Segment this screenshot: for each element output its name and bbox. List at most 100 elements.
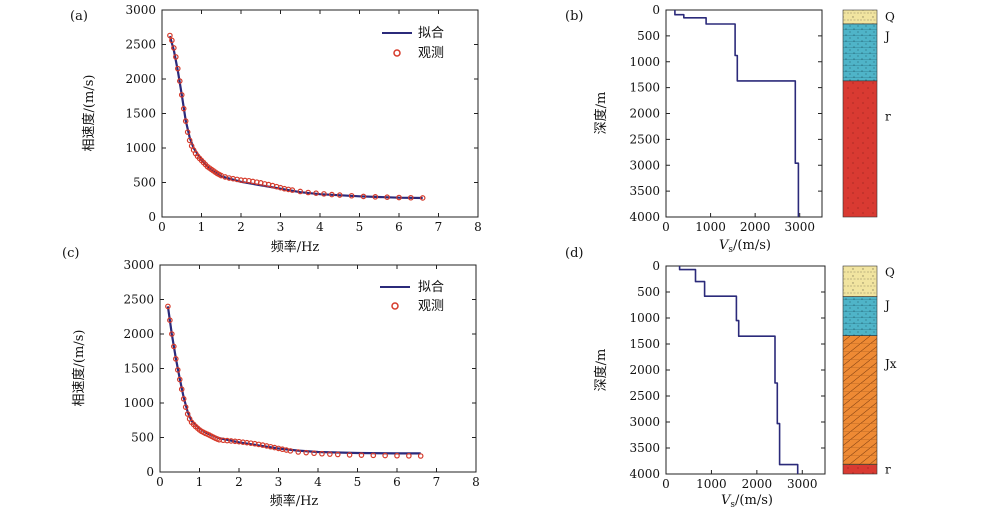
legend-observed-label: 观测: [418, 46, 444, 61]
y-tick-label: 4000: [629, 467, 660, 481]
panel-b-xlabel: Vs/(m/s): [719, 238, 771, 255]
observed-point: [394, 452, 400, 459]
x-tick-label: 2: [235, 475, 243, 489]
panel-d-xlabel-tail: /(m/s): [735, 493, 773, 508]
observed-point: [358, 452, 365, 458]
stratum-Q: [842, 265, 878, 297]
y-tick-label: 3500: [629, 441, 660, 455]
panel-c-label: (c): [62, 246, 79, 261]
legend-fit-label: 拟合: [418, 26, 444, 41]
observed-point: [169, 37, 175, 44]
panel-d-label: (d): [565, 246, 583, 261]
legend-fit-label: 拟合: [418, 280, 444, 295]
plot-frame: [161, 9, 479, 218]
y-tick-label: 1000: [629, 55, 660, 69]
observed-point: [370, 452, 377, 459]
panel-c: (c) 0 1 2 3 4 5 6 7 8 0 500 1000 1500 2000 2500 3000 频率…: [62, 246, 480, 509]
panel-a-label: (a): [70, 9, 88, 24]
x-tick-label: 3: [275, 475, 283, 489]
x-tick-label: 0: [158, 220, 166, 234]
fit-curve-line: [168, 35, 423, 200]
panel-b-ylabel: 深度/m: [593, 92, 609, 135]
observed-point: [406, 453, 412, 459]
observed-point: [173, 356, 179, 362]
observed-point: [171, 343, 177, 350]
y-tick-label: 0: [146, 465, 154, 479]
observed-point: [408, 194, 414, 201]
observed-point: [348, 192, 355, 199]
observed-point: [384, 194, 390, 200]
observed-point: [169, 331, 175, 337]
panel-b-label: (b): [565, 9, 583, 24]
x-tick-label: 5: [356, 220, 364, 234]
stratum-label: Jx: [883, 357, 897, 371]
y-tick-label: 2500: [629, 389, 660, 403]
observed-point: [167, 32, 173, 39]
x-tick-label: 4: [316, 220, 324, 234]
observed-point: [319, 450, 325, 457]
x-tick-label: 3000: [784, 220, 815, 234]
y-tick-label: 1000: [123, 396, 154, 410]
observed-point: [165, 303, 171, 310]
panel-b-xlabel-main: V: [719, 238, 730, 253]
panel-a-plot: 0 1 2 3 4 5 6 7 8 0 500 1000 1500 2000 2500 3000: [125, 3, 481, 234]
y-tick-label: 0: [148, 210, 156, 224]
y-tick-label: 500: [637, 29, 660, 43]
panel-c-xlabel: 频率/Hz: [270, 493, 319, 509]
x-tick-label: 6: [395, 220, 403, 234]
y-tick-label: 1500: [629, 81, 660, 95]
y-tick-label: 3000: [629, 415, 660, 429]
panel-b-xlabel-tail: /(m/s): [733, 238, 771, 253]
x-tick-label: 1000: [695, 220, 726, 234]
panel-a-ylabel: 相速度/(m/s): [81, 75, 97, 152]
panel-a-xlabel: 频率/Hz: [271, 239, 320, 255]
panel-c-plot: 0 1 2 3 4 5 6 7 8 0 500 1000 1500 2000 2500 3000: [123, 258, 479, 489]
observed-point: [396, 194, 402, 201]
panel-d-xlabel-sub: s: [730, 500, 735, 510]
x-tick-label: 0: [662, 477, 670, 491]
y-tick-label: 2500: [125, 38, 156, 52]
x-tick-label: 1: [198, 220, 206, 234]
stratum-J: [842, 296, 878, 336]
y-tick-label: 2000: [125, 72, 156, 86]
legend-observed-marker: [391, 302, 399, 310]
y-tick-label: 1500: [629, 337, 660, 351]
x-tick-label: 2: [237, 220, 245, 234]
observed-point: [311, 450, 317, 457]
observed-point: [186, 137, 193, 144]
observed-point: [178, 386, 185, 393]
stratum-J: [842, 23, 878, 82]
observed-point: [180, 105, 187, 112]
observed-point: [372, 194, 379, 200]
observed-point: [297, 188, 304, 195]
y-tick-label: 3000: [123, 258, 154, 272]
x-tick-label: 0: [156, 475, 164, 489]
observed-point: [417, 453, 424, 459]
observed-point: [289, 187, 296, 193]
x-tick-label: 0: [662, 220, 670, 234]
panel-c-legend: 拟合 观测: [380, 280, 444, 314]
observed-point: [175, 65, 181, 72]
stratum-r: [842, 464, 878, 475]
y-tick-label: 1500: [125, 107, 156, 121]
x-tick-label: 1000: [696, 477, 727, 491]
panel-d-ylabel: 深度/m: [593, 349, 609, 392]
y-tick-label: 500: [131, 431, 154, 445]
x-tick-label: 2000: [740, 220, 771, 234]
y-tick-label: 1000: [629, 311, 660, 325]
panel-a-legend: 拟合 观测: [382, 26, 444, 61]
x-tick-label: 4: [314, 475, 322, 489]
y-tick-label: 1500: [123, 362, 154, 376]
y-tick-label: 500: [637, 285, 660, 299]
y-tick-label: 0: [652, 259, 660, 273]
observed-point: [287, 448, 294, 454]
y-tick-label: 1000: [125, 141, 156, 155]
panel-b: (b) 0 1000 2000 3000 0 500 1000 1500 2000 2500 300…: [565, 3, 895, 255]
panel-d-plot: 0 1000 2000 3000 0 500 1000 1500 2000 2500 3000 350…: [629, 259, 826, 491]
velocity-profile-line: [674, 10, 800, 217]
x-tick-label: 6: [393, 475, 401, 489]
plot-frame: [665, 265, 826, 475]
panel-b-plot: 0 1000 2000 3000 0 500 1000 1500 2000 2500 3000 350…: [629, 3, 823, 234]
stratum-label: r: [885, 462, 891, 476]
observed-point: [327, 451, 333, 457]
